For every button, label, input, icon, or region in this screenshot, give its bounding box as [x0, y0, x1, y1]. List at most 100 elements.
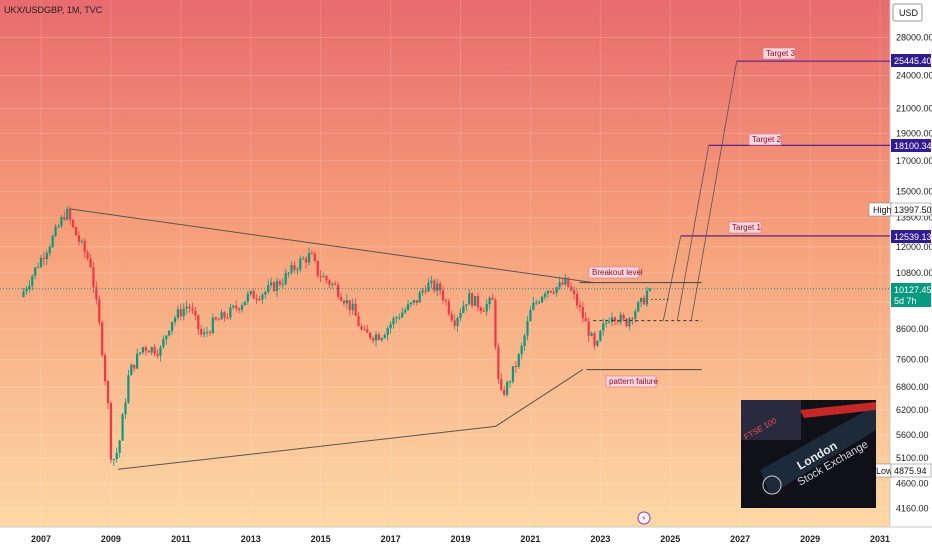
last-price-tag: 10127.45 5d 7h [891, 283, 932, 307]
candle-body [281, 284, 284, 286]
candle-body [538, 302, 541, 304]
time-tick-label: 2009 [101, 534, 121, 544]
candle-body [570, 286, 573, 291]
candle-body [235, 305, 238, 309]
price-tick-label: 21000.00 [896, 104, 932, 114]
candle-body [136, 353, 139, 369]
time-tick-label: 2021 [520, 534, 540, 544]
candle-body [220, 312, 223, 320]
candle-body [503, 389, 506, 395]
candle-body [261, 294, 264, 300]
candle-body [173, 317, 177, 322]
candle-body [401, 312, 404, 318]
price-tick-label: 7600.00 [896, 355, 929, 365]
candle-body [200, 328, 203, 335]
candle-body [587, 321, 590, 336]
candle-body [334, 283, 337, 285]
candle-body [69, 208, 72, 220]
candle-body [162, 339, 165, 348]
candle-body [628, 318, 631, 327]
time-tick-label: 2027 [730, 534, 750, 544]
candle-body [427, 282, 430, 292]
candle-body [590, 333, 593, 336]
price-tick-label: 5100.00 [896, 453, 929, 463]
candle-body [625, 318, 628, 327]
events-icon[interactable]: ⚡ [637, 511, 651, 525]
candle-body [51, 235, 54, 248]
candle-body [424, 290, 427, 292]
candle-body [147, 350, 150, 353]
currency-label: USD [899, 8, 919, 18]
target-projection-3 [690, 61, 738, 321]
candle-body [561, 282, 564, 285]
candle-body [543, 293, 547, 297]
candle-body [395, 317, 398, 319]
candle-body [168, 330, 171, 336]
candle-body [383, 335, 386, 339]
candle-body [258, 298, 261, 300]
candle-body [421, 290, 424, 293]
pattern-failure-annotation: pattern failure [605, 375, 658, 388]
candle-body [179, 309, 182, 317]
candle-body [369, 332, 372, 339]
candle-body [459, 312, 462, 318]
candle-body [267, 285, 270, 292]
currency-button[interactable] [892, 3, 923, 22]
candle-body [573, 290, 576, 294]
candle-body [275, 281, 279, 291]
candle-body [214, 317, 217, 320]
candle-body [631, 318, 634, 320]
breakout-annotation: Breakout level [588, 266, 643, 279]
candle-body [141, 347, 145, 353]
candle-body [488, 297, 491, 305]
candle-body [634, 311, 637, 319]
candle-body [287, 272, 290, 274]
candle-body [433, 280, 436, 291]
target2-label-box [748, 133, 782, 146]
candle-body [284, 273, 287, 285]
candle-body [71, 219, 75, 228]
breakout-label: Breakout level [592, 268, 643, 277]
candle-body [506, 382, 509, 395]
candle-body [552, 292, 555, 294]
high-value: 13997.50 [894, 205, 932, 215]
candle-body [389, 324, 392, 329]
candle-body [133, 364, 136, 369]
target3-label: Target 3 [766, 49, 795, 58]
candle-body [121, 414, 124, 441]
candle-body [444, 300, 448, 302]
candle-body [229, 307, 232, 318]
price-tick-label: 10800.00 [896, 268, 932, 278]
lse-crest-icon [762, 475, 782, 495]
candle-body [581, 307, 584, 319]
candle-body [185, 306, 188, 309]
candle-body [616, 321, 619, 323]
news-image-banner [760, 405, 876, 495]
candle-body [144, 347, 147, 351]
candle-body [409, 302, 413, 305]
candle-body [607, 321, 611, 323]
price-tick-label: 13500.00 [896, 213, 932, 223]
candle-body [237, 308, 241, 310]
candle-body [217, 319, 220, 321]
candle-body [203, 332, 206, 335]
candle-body [613, 317, 616, 322]
candle-body [95, 287, 98, 300]
candle-body [479, 307, 482, 312]
candle-body [302, 258, 305, 260]
candle-body [299, 258, 302, 270]
candle-body [584, 318, 587, 322]
candle-body [430, 280, 433, 283]
bar-countdown: 5d 7h [894, 296, 917, 306]
candle-body [246, 293, 249, 302]
price-tick-label: 12000.00 [896, 242, 932, 252]
candle-body [380, 338, 383, 341]
candle-body [377, 334, 381, 341]
candle-body [278, 281, 281, 285]
candle-body [555, 287, 558, 293]
candle-body [272, 282, 276, 291]
candle-body [441, 290, 445, 301]
time-tick-label: 2007 [31, 534, 51, 544]
candle-body [406, 304, 410, 310]
candle-body [450, 314, 453, 321]
